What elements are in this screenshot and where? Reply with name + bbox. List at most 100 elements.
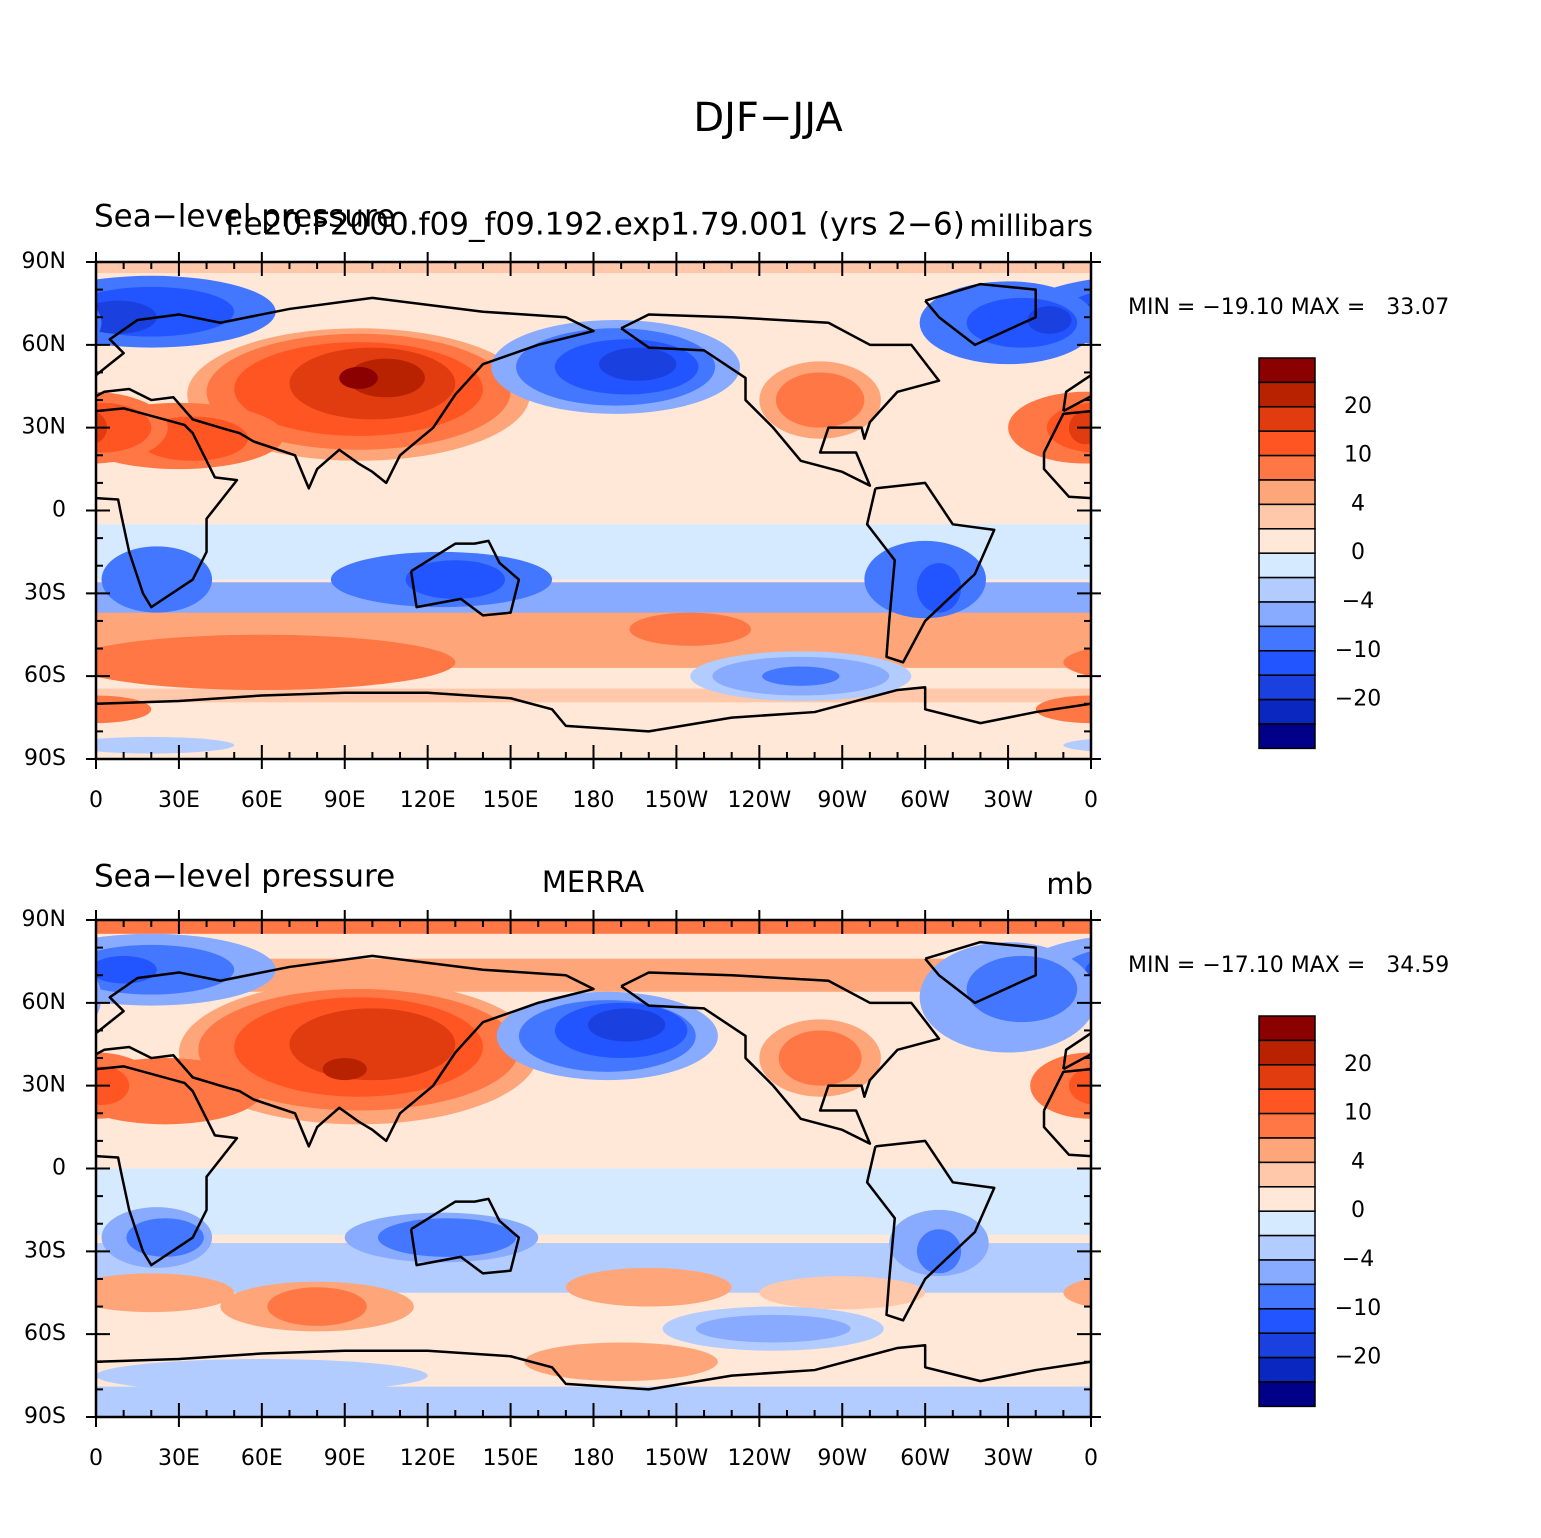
- x-tick-label: 150E: [483, 788, 539, 813]
- field-contour: [1121, 1218, 1198, 1257]
- coastline: [96, 1343, 1091, 1391]
- x-tick-label: 30W: [983, 1446, 1033, 1471]
- y-tick-label: 90S: [24, 1404, 66, 1429]
- coastline: [924, 282, 1037, 347]
- colorbar-box: [1258, 1039, 1316, 1066]
- coastline: [96, 296, 595, 490]
- colorbar-box: [1258, 552, 1316, 579]
- colorbar-box: [1258, 503, 1316, 530]
- field-contour: [1030, 1052, 1091, 1119]
- coastline: [96, 407, 239, 609]
- field-contour: [524, 1342, 718, 1382]
- field-contour: [1511, 328, 1541, 405]
- right-string: millibars: [969, 209, 1093, 243]
- x-tick-label: 150E: [483, 1446, 539, 1471]
- colorbar-label: 10: [1344, 1101, 1372, 1126]
- field-contour: [629, 612, 752, 646]
- x-tick-label: 0: [1084, 788, 1098, 813]
- colorbar-label: 20: [1344, 1052, 1372, 1077]
- field-contour: [1343, 359, 1420, 398]
- coastline: [1406, 1199, 1514, 1274]
- field-contour: [96, 1359, 428, 1393]
- center-string: MERRA: [542, 865, 644, 899]
- field-contour: [1334, 367, 1373, 389]
- colorbar-box: [1258, 1259, 1316, 1286]
- right-string: mb: [1046, 867, 1093, 901]
- field-contour: [96, 1066, 130, 1105]
- x-tick-label: 120E: [400, 1446, 456, 1471]
- field-contour: [1063, 739, 1091, 752]
- colorbar-label: 20: [1344, 394, 1372, 419]
- field-contour: [762, 666, 840, 686]
- colorbar-box: [1258, 1112, 1316, 1139]
- colorbar-label: 10: [1344, 443, 1372, 468]
- colorbar-label: 0: [1351, 1198, 1365, 1223]
- field-contour: [1035, 695, 1091, 724]
- x-tick-label: 180: [573, 1446, 615, 1471]
- x-tick-label: 90E: [324, 788, 366, 813]
- x-tick-label: 150W: [645, 788, 709, 813]
- y-tick-label: 60S: [24, 1321, 66, 1346]
- colorbar-box: [1258, 528, 1316, 554]
- colorbar-label: 4: [1351, 491, 1365, 516]
- x-tick-label: 0: [1084, 1446, 1098, 1471]
- y-tick-label: 60N: [22, 990, 66, 1015]
- y-tick-label: 60S: [24, 663, 66, 688]
- left-string: Sea−level pressure: [94, 859, 395, 895]
- map-field: [96, 262, 1541, 759]
- y-tick-label: 0: [52, 1156, 66, 1181]
- colorbar-label: −10: [1335, 638, 1381, 663]
- field-contour: [1519, 1342, 1541, 1381]
- x-tick-label: 90E: [324, 1446, 366, 1471]
- field-contour: [1063, 1068, 1091, 1115]
- colorbar-box: [1258, 1064, 1316, 1090]
- colorbar-box: [1258, 674, 1316, 701]
- colorbar-box: [1258, 1381, 1316, 1408]
- x-tick-label: 90W: [817, 788, 867, 813]
- field-contour: [126, 1218, 204, 1257]
- field-contour: [101, 546, 213, 613]
- colorbar-box: [1258, 406, 1316, 432]
- field-contour: [1068, 415, 1091, 457]
- field-contour: [759, 1276, 926, 1310]
- x-tick-label: 30E: [158, 1446, 200, 1471]
- x-tick-label: 90W: [817, 1446, 867, 1471]
- coastline: [620, 971, 941, 1145]
- x-tick-label: 30W: [983, 788, 1033, 813]
- coastline: [1090, 1360, 1091, 1362]
- colorbar-label: 4: [1351, 1149, 1365, 1174]
- colorbar-box: [1258, 381, 1316, 408]
- field-contour: [1373, 1218, 1511, 1257]
- colorbar-box: [1258, 650, 1316, 676]
- x-tick-label: 30E: [158, 788, 200, 813]
- field-contour: [1063, 648, 1091, 677]
- field-contour: [1132, 417, 1243, 461]
- x-tick-label: 120W: [727, 1446, 791, 1471]
- x-tick-label: 0: [89, 1446, 103, 1471]
- field-contour: [1514, 1000, 1541, 1072]
- x-tick-label: 150W: [645, 1446, 709, 1471]
- field-contour: [587, 1008, 666, 1042]
- colorbar-label: −10: [1335, 1296, 1381, 1321]
- colorbar-box: [1258, 357, 1316, 384]
- coastline: [96, 954, 595, 1148]
- field-contour: [775, 372, 865, 428]
- colorbar-box: [1258, 1283, 1316, 1310]
- colorbar-box: [1258, 1234, 1316, 1261]
- colorbar-box: [1258, 1137, 1316, 1164]
- field-contour: [96, 1273, 235, 1313]
- coastline: [409, 539, 521, 617]
- field-contour: [778, 1030, 862, 1086]
- colorbar-box: [1258, 1356, 1316, 1383]
- colorbar-label: 0: [1351, 540, 1365, 565]
- colorbar-box: [1258, 1015, 1316, 1042]
- colorbar-box: [1258, 1210, 1316, 1237]
- min-max: MIN = −17.10 MAX = 34.59: [1128, 953, 1449, 978]
- x-tick-label: 180: [573, 788, 615, 813]
- field-contour: [1097, 1207, 1208, 1268]
- x-tick-label: 120W: [727, 788, 791, 813]
- coastline: [924, 940, 1037, 1005]
- field-contour: [1193, 989, 1514, 1110]
